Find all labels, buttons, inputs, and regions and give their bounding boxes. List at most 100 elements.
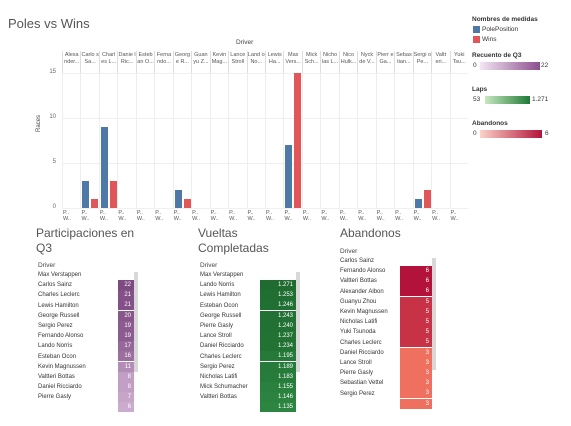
value-cell: 7 — [118, 392, 134, 403]
column-divider — [283, 73, 285, 208]
bar-poleposition[interactable] — [174, 190, 182, 208]
x-tick-label: P.. W.. — [432, 210, 441, 222]
driver-name: Max Verstappen — [200, 272, 244, 278]
value-cell: 3 — [400, 368, 432, 378]
value-cell: 1.155 — [260, 382, 296, 392]
value-cell: 6 — [118, 402, 134, 413]
table-row[interactable]: Pierre Gasly 6 — [38, 392, 134, 413]
table-row[interactable]: Charles Leclerc 1.189 — [200, 352, 296, 372]
table-row[interactable]: Pierre Gasly 1.237 — [200, 321, 296, 341]
driver-name: Sergio Perez — [200, 363, 235, 370]
table-row[interactable]: Lance Stroll 1.234 — [200, 331, 296, 352]
table-row[interactable]: Valtteri Bottas 6 — [340, 276, 432, 297]
table-row[interactable]: Lando Norris 16 — [38, 341, 134, 362]
table-row[interactable]: Mick Schumacher 1.146 — [200, 382, 296, 403]
table-row[interactable]: George Russell 1.240 — [200, 311, 296, 331]
table-row[interactable]: George Russell 19 — [38, 311, 134, 331]
table-row[interactable]: Max Verstappen 22 — [38, 270, 134, 290]
value-cell: 1.253 — [260, 290, 296, 301]
legend-item-poleposition[interactable]: PolePosition — [473, 26, 518, 33]
table-row[interactable]: Daniel Ricciardo 1.195 — [200, 341, 296, 362]
value-cell: 3 — [400, 398, 432, 409]
legend-item-wins[interactable]: Wins — [473, 36, 496, 43]
driver-column-label: Sergi o Pe... — [412, 51, 431, 73]
table-row[interactable]: Lance Stroll 3 — [340, 358, 432, 378]
laps-driver-header[interactable]: Driver — [200, 262, 218, 269]
value-cell: 1.246 — [260, 300, 296, 311]
table-row[interactable]: Nicholas Latifi 1.155 — [200, 372, 296, 392]
column-divider — [375, 73, 377, 208]
value-cell: 3 — [400, 388, 432, 399]
value-cell: 1.271 — [260, 280, 296, 290]
bar-wins[interactable] — [109, 181, 117, 208]
bar-poleposition[interactable] — [82, 181, 90, 208]
bar-wins[interactable] — [423, 190, 431, 208]
table-row[interactable]: Fernando Alonso 6 — [340, 266, 432, 287]
table-row[interactable]: Daniel Ricciardo 3 — [340, 348, 432, 368]
table-row[interactable]: Valtteri Bottas 8 — [38, 372, 134, 392]
driver-column-label: Charl es L... — [98, 51, 117, 73]
driver-name: Carlos Sainz — [340, 258, 375, 264]
driver-name: Pierre Gasly — [38, 394, 72, 401]
table-row[interactable]: Kevin Magnussen 8 — [38, 362, 134, 382]
bar-poleposition[interactable] — [100, 127, 108, 208]
table-row[interactable]: Alexander Albon 5 — [340, 287, 432, 307]
driver-name: Charles Leclerc — [38, 292, 80, 299]
table-row[interactable]: Sergio Perez 1.183 — [200, 362, 296, 382]
table-row[interactable]: Daniel Ricciardo 7 — [38, 382, 134, 403]
table-row[interactable]: Valtteri Bottas 1.135 — [200, 392, 296, 413]
table-row[interactable]: Guanyu Zhou 5 — [340, 297, 432, 317]
driver-name: Charles Leclerc — [200, 353, 242, 360]
table-row[interactable]: Fernando Alonso 17 — [38, 331, 134, 352]
q3-table: Max Verstappen 22 Carlos Sainz 21 Charles Le… — [38, 270, 138, 413]
table-row[interactable]: Esteban Ocon 11 — [38, 352, 134, 372]
driver-name: Fernando Alonso — [38, 333, 84, 340]
table-row[interactable]: Charles Leclerc 3 — [340, 338, 432, 358]
column-divider — [62, 73, 63, 208]
table-row[interactable]: Lando Norris 1.253 — [200, 280, 296, 301]
q3-scrollbar[interactable] — [134, 272, 138, 372]
table-row[interactable]: Max Verstappen 1.271 — [200, 270, 296, 290]
q3-color-ramp — [480, 62, 540, 70]
table-row[interactable]: Lewis Hamilton 20 — [38, 301, 134, 321]
ab-driver-header[interactable]: Driver — [340, 248, 358, 255]
value-cell: 16 — [118, 351, 134, 362]
table-row[interactable]: Esteban Ocon 1.243 — [200, 301, 296, 321]
driver-name: Valtteri Bottas — [340, 278, 377, 285]
value-cell: 19 — [118, 331, 134, 341]
table-row[interactable]: Carlos Sainz 21 — [38, 280, 134, 301]
laps-scrollbar[interactable] — [296, 272, 300, 372]
table-row[interactable]: Nicholas Latifi 5 — [340, 317, 432, 338]
table-row[interactable]: Yuki Tsunoda 5 — [340, 327, 432, 348]
bar-wins[interactable] — [91, 199, 99, 208]
table-row[interactable]: Pierre Gasly 3 — [340, 368, 432, 389]
driver-axis-header: Driver — [236, 39, 254, 46]
column-divider — [320, 73, 322, 208]
driver-name: Kevin Magnussen — [340, 309, 388, 315]
ab-min: 0 — [473, 130, 477, 137]
driver-name: Lando Norris — [200, 282, 235, 289]
table-row[interactable]: Sergio Perez 19 — [38, 321, 134, 341]
ab-scrollbar[interactable] — [432, 258, 436, 370]
driver-name: Fernando Alonso — [340, 268, 386, 275]
table-row[interactable]: Kevin Magnussen 5 — [340, 307, 432, 327]
table-row[interactable]: Lewis Hamilton 1.246 — [200, 290, 296, 311]
driver-column-label: Nyck de V... — [357, 51, 375, 73]
table-row[interactable]: Carlos Sainz 6 — [340, 256, 432, 276]
driver-column-labels: Alexa nder... Carlo s Sa... Charl es L... D… — [62, 51, 468, 73]
value-cell: 1.234 — [260, 341, 296, 352]
x-tick-label: P.. W.. — [136, 210, 145, 222]
q3-driver-header[interactable]: Driver — [38, 262, 56, 269]
x-tick-label: P.. W.. — [81, 210, 90, 222]
table-row[interactable]: Sebastian Vettel 3 — [340, 378, 432, 399]
bar-poleposition[interactable] — [414, 199, 422, 208]
bar-wins[interactable] — [294, 73, 302, 208]
bar-poleposition[interactable] — [285, 145, 293, 208]
table-row[interactable]: Sergio Perez 3 — [340, 389, 432, 409]
table-row[interactable]: Charles Leclerc 21 — [38, 290, 134, 311]
bar-wins[interactable] — [183, 199, 191, 208]
laps-max: 1.271 — [532, 96, 549, 103]
value-cell: 11 — [118, 361, 134, 372]
laps-color-ramp — [485, 96, 530, 104]
x-tick-label: P.. W.. — [358, 210, 367, 222]
